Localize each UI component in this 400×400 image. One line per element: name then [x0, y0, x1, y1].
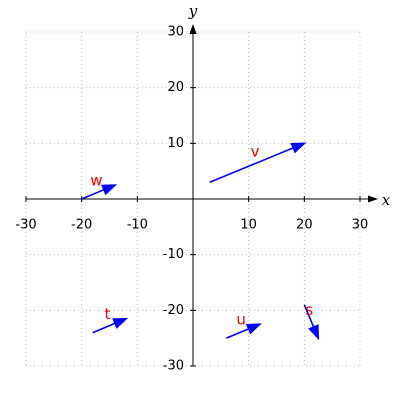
vector-label: t — [105, 305, 111, 323]
x-tick-label: 30 — [352, 218, 369, 233]
vector-label: s — [305, 301, 313, 319]
vector-label: v — [251, 142, 260, 160]
x-axis-arrow — [368, 195, 378, 203]
y-tick-label: -30 — [163, 359, 184, 374]
vector-arrow — [81, 184, 118, 200]
y-tick-label: 30 — [167, 25, 184, 40]
x-tick-label: -30 — [15, 218, 36, 233]
y-axis-label: y — [188, 2, 198, 20]
y-tick-label: -20 — [163, 303, 184, 318]
vector-label: u — [236, 311, 246, 329]
y-tick-label: -10 — [163, 247, 184, 262]
x-tick-label: -10 — [127, 218, 148, 233]
vector-arrow — [92, 317, 129, 334]
x-tick-label: 20 — [296, 218, 313, 233]
y-tick-label: 20 — [167, 80, 184, 95]
y-tick-label: 10 — [167, 136, 184, 151]
vector-arrow — [209, 142, 307, 184]
x-tick-label: 10 — [240, 218, 257, 233]
vector-arrow — [226, 323, 262, 339]
x-tick-label: -20 — [71, 218, 92, 233]
vector-arrow — [303, 304, 320, 341]
vector-label: w — [90, 172, 102, 190]
x-axis-label: x — [382, 191, 391, 209]
